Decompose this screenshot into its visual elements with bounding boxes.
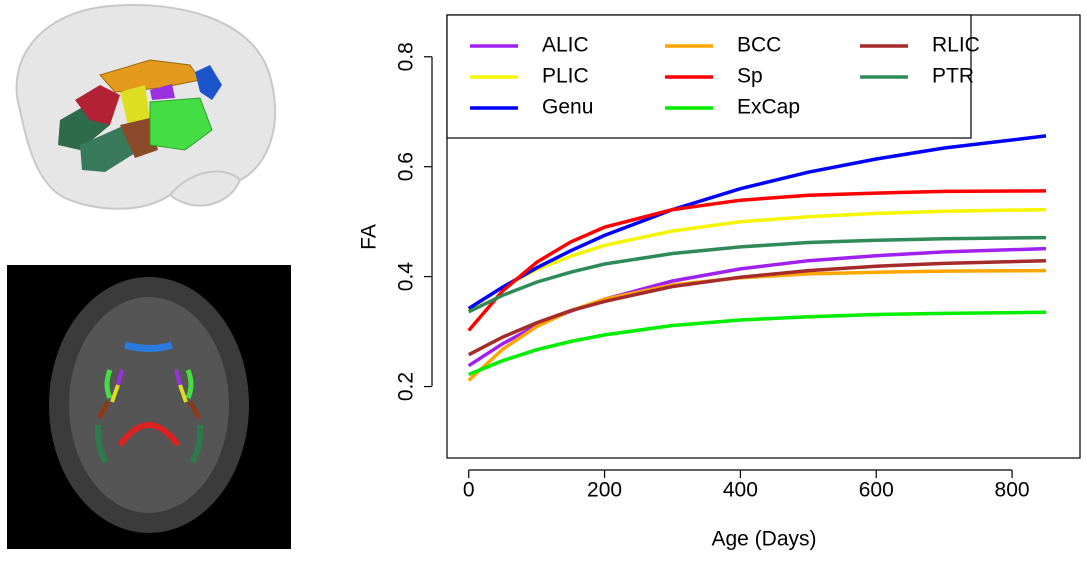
y-tick-label: 0.8 <box>395 42 418 71</box>
legend-label: BCC <box>737 34 781 57</box>
y-tick-label: 0.6 <box>395 152 418 181</box>
x-axis-label: Age (Days) <box>711 528 816 551</box>
legend-label: ALIC <box>542 34 589 57</box>
x-tick-label: 800 <box>995 479 1030 502</box>
legend-label: Genu <box>542 96 593 119</box>
y-axis-label: FA <box>358 224 381 250</box>
y-tick-label: 0.2 <box>395 372 418 401</box>
data-line <box>467 235 1047 314</box>
x-tick-label: 0 <box>463 479 475 502</box>
data-line <box>467 258 1047 357</box>
y-tick-label: 0.4 <box>395 262 418 292</box>
brain-slice <box>7 265 291 549</box>
data-line <box>467 268 1047 382</box>
x-tick-label: 600 <box>859 479 894 502</box>
x-tick-label: 400 <box>723 479 758 502</box>
legend-label: PTR <box>932 65 974 88</box>
legend-label: ExCap <box>737 96 800 119</box>
x-tick-label: 200 <box>587 479 622 502</box>
legend-label: RLIC <box>932 34 980 57</box>
data-line <box>467 189 1047 332</box>
legend-label: Sp <box>737 65 763 88</box>
data-line <box>467 246 1047 368</box>
data-line <box>468 310 1047 377</box>
legend-label: PLIC <box>542 65 589 88</box>
brain-3d <box>15 3 277 210</box>
